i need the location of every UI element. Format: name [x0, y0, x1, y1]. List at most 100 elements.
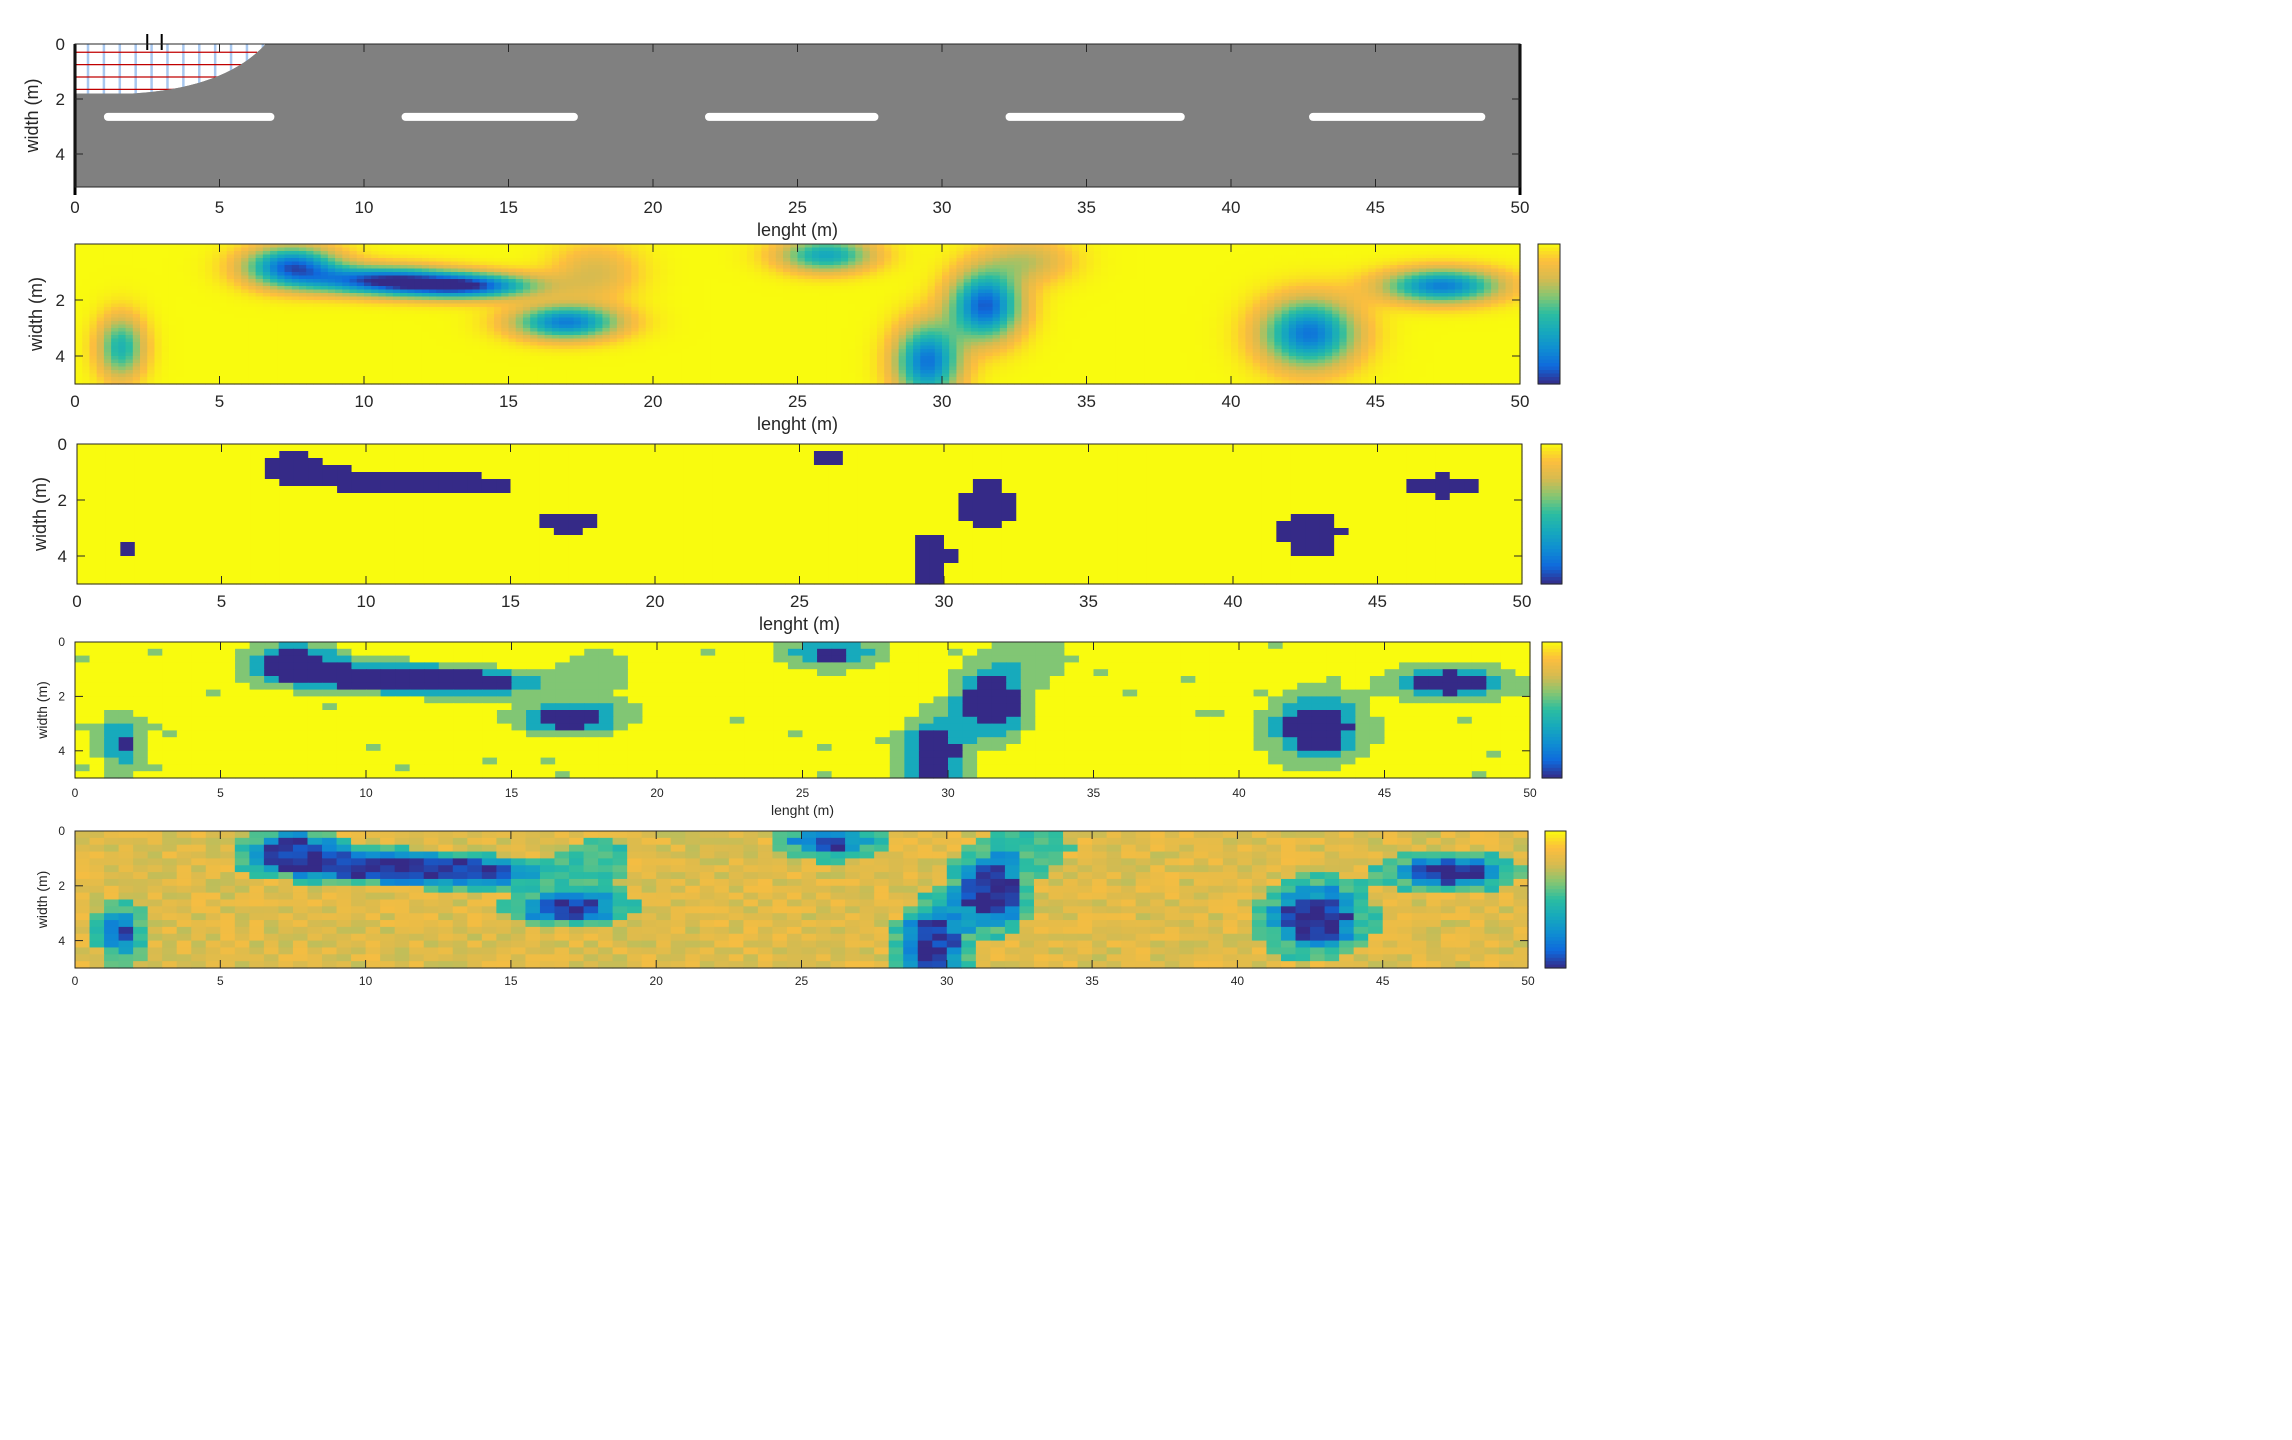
heatmap-cell	[551, 251, 560, 256]
heatmap-cell	[1216, 296, 1225, 301]
heatmap-cell	[400, 317, 408, 322]
heatmap-cell	[465, 307, 473, 312]
heatmap-cell	[472, 251, 481, 256]
heatmap-cell	[913, 251, 921, 256]
heatmap-cell	[356, 293, 365, 298]
heatmap-cell	[710, 251, 719, 256]
heatmap-cell	[1339, 272, 1348, 277]
heatmap-cell	[89, 317, 98, 322]
heatmap-cell	[421, 272, 430, 277]
heatmap-cell	[768, 251, 777, 256]
heatmap-cell	[320, 300, 329, 305]
heatmap-cell	[1274, 275, 1283, 280]
heatmap-cell	[1144, 307, 1153, 312]
heatmap-cell	[1014, 254, 1023, 259]
heatmap-cell	[327, 289, 336, 294]
heatmap-cell	[1064, 258, 1073, 263]
heatmap-cell	[1259, 293, 1268, 298]
heatmap-cell	[1426, 244, 1434, 249]
heatmap-cell	[335, 251, 343, 256]
heatmap-cell	[913, 254, 921, 259]
heatmap-cell	[378, 272, 387, 277]
heatmap-cell	[660, 258, 669, 263]
heatmap-cell	[1281, 282, 1290, 287]
heatmap-cell	[819, 286, 827, 291]
heatmap-cell	[985, 321, 994, 326]
heatmap-cell	[1122, 268, 1131, 273]
heatmap-cell	[739, 265, 748, 270]
heatmap-cell	[176, 289, 184, 294]
heatmap-cell	[1057, 254, 1066, 259]
heatmap-cell	[819, 300, 827, 305]
heatmap-cell	[1454, 314, 1463, 319]
heatmap-cell	[1137, 244, 1145, 249]
heatmap-cell	[566, 328, 575, 333]
heatmap-cell	[298, 289, 307, 294]
heatmap-cell	[205, 254, 213, 259]
heatmap-cell	[154, 286, 163, 291]
heatmap-cell	[205, 286, 213, 291]
heatmap-cell	[653, 300, 661, 305]
heatmap-cell	[587, 321, 596, 326]
heatmap-cell	[1158, 268, 1167, 273]
heatmap-cell	[645, 251, 654, 256]
heatmap-cell	[1426, 289, 1434, 294]
heatmap-cell	[1483, 251, 1492, 256]
heatmap-cell	[1346, 261, 1355, 266]
heatmap-cell	[1483, 321, 1492, 326]
heatmap-cell	[103, 244, 112, 249]
heatmap-cell	[667, 296, 676, 301]
heatmap-cell	[999, 310, 1008, 315]
heatmap-cell	[277, 272, 286, 277]
heatmap-cell	[710, 286, 719, 291]
heatmap-cell	[934, 289, 943, 294]
heatmap-cell	[1310, 254, 1319, 259]
heatmap-cell	[1216, 268, 1225, 273]
heatmap-cell	[508, 293, 517, 298]
heatmap-cell	[349, 261, 358, 266]
heatmap-cell	[559, 289, 567, 294]
heatmap-cell	[1476, 317, 1485, 322]
heatmap-cell	[400, 272, 408, 277]
heatmap-cell	[1324, 258, 1333, 263]
heatmap-cell	[1483, 317, 1492, 322]
heatmap-cell	[631, 317, 640, 322]
heatmap-cell	[638, 282, 647, 287]
heatmap-cell	[1259, 317, 1268, 322]
heatmap-cell	[219, 307, 228, 312]
heatmap-cell	[118, 258, 127, 263]
heatmap-cell	[436, 324, 445, 329]
heatmap-cell	[559, 286, 567, 291]
heatmap-cell	[1259, 310, 1268, 315]
heatmap-cell	[956, 272, 965, 277]
heatmap-cell	[1353, 244, 1362, 249]
heatmap-cell	[580, 247, 589, 252]
heatmap-cell	[414, 293, 423, 298]
heatmap-cell	[1505, 303, 1514, 308]
heatmap-cell	[869, 317, 878, 322]
heatmap-cell	[609, 300, 618, 305]
heatmap-cell	[515, 258, 524, 263]
heatmap-cell	[905, 251, 914, 256]
heatmap-cell	[1100, 307, 1109, 312]
heatmap-cell	[1389, 300, 1398, 305]
heatmap-cell	[616, 282, 625, 287]
heatmap-cell	[862, 324, 871, 329]
heatmap-cell	[298, 261, 307, 266]
heatmap-cell	[768, 303, 777, 308]
heatmap-cell	[457, 279, 466, 284]
heatmap-cell	[1411, 324, 1420, 329]
heatmap-cell	[1404, 251, 1413, 256]
heatmap-cell	[1014, 310, 1023, 315]
heatmap-cell	[1144, 321, 1153, 326]
heatmap-cell	[761, 268, 770, 273]
heatmap-cell	[364, 265, 372, 270]
heatmap-cell	[566, 321, 575, 326]
heatmap-cell	[1252, 307, 1261, 312]
heatmap-cell	[450, 307, 459, 312]
heatmap-cell	[826, 282, 835, 287]
heatmap-cell	[1223, 286, 1232, 291]
heatmap-cell	[1267, 247, 1275, 252]
heatmap-cell	[1187, 286, 1196, 291]
heatmap-cell	[573, 289, 582, 294]
